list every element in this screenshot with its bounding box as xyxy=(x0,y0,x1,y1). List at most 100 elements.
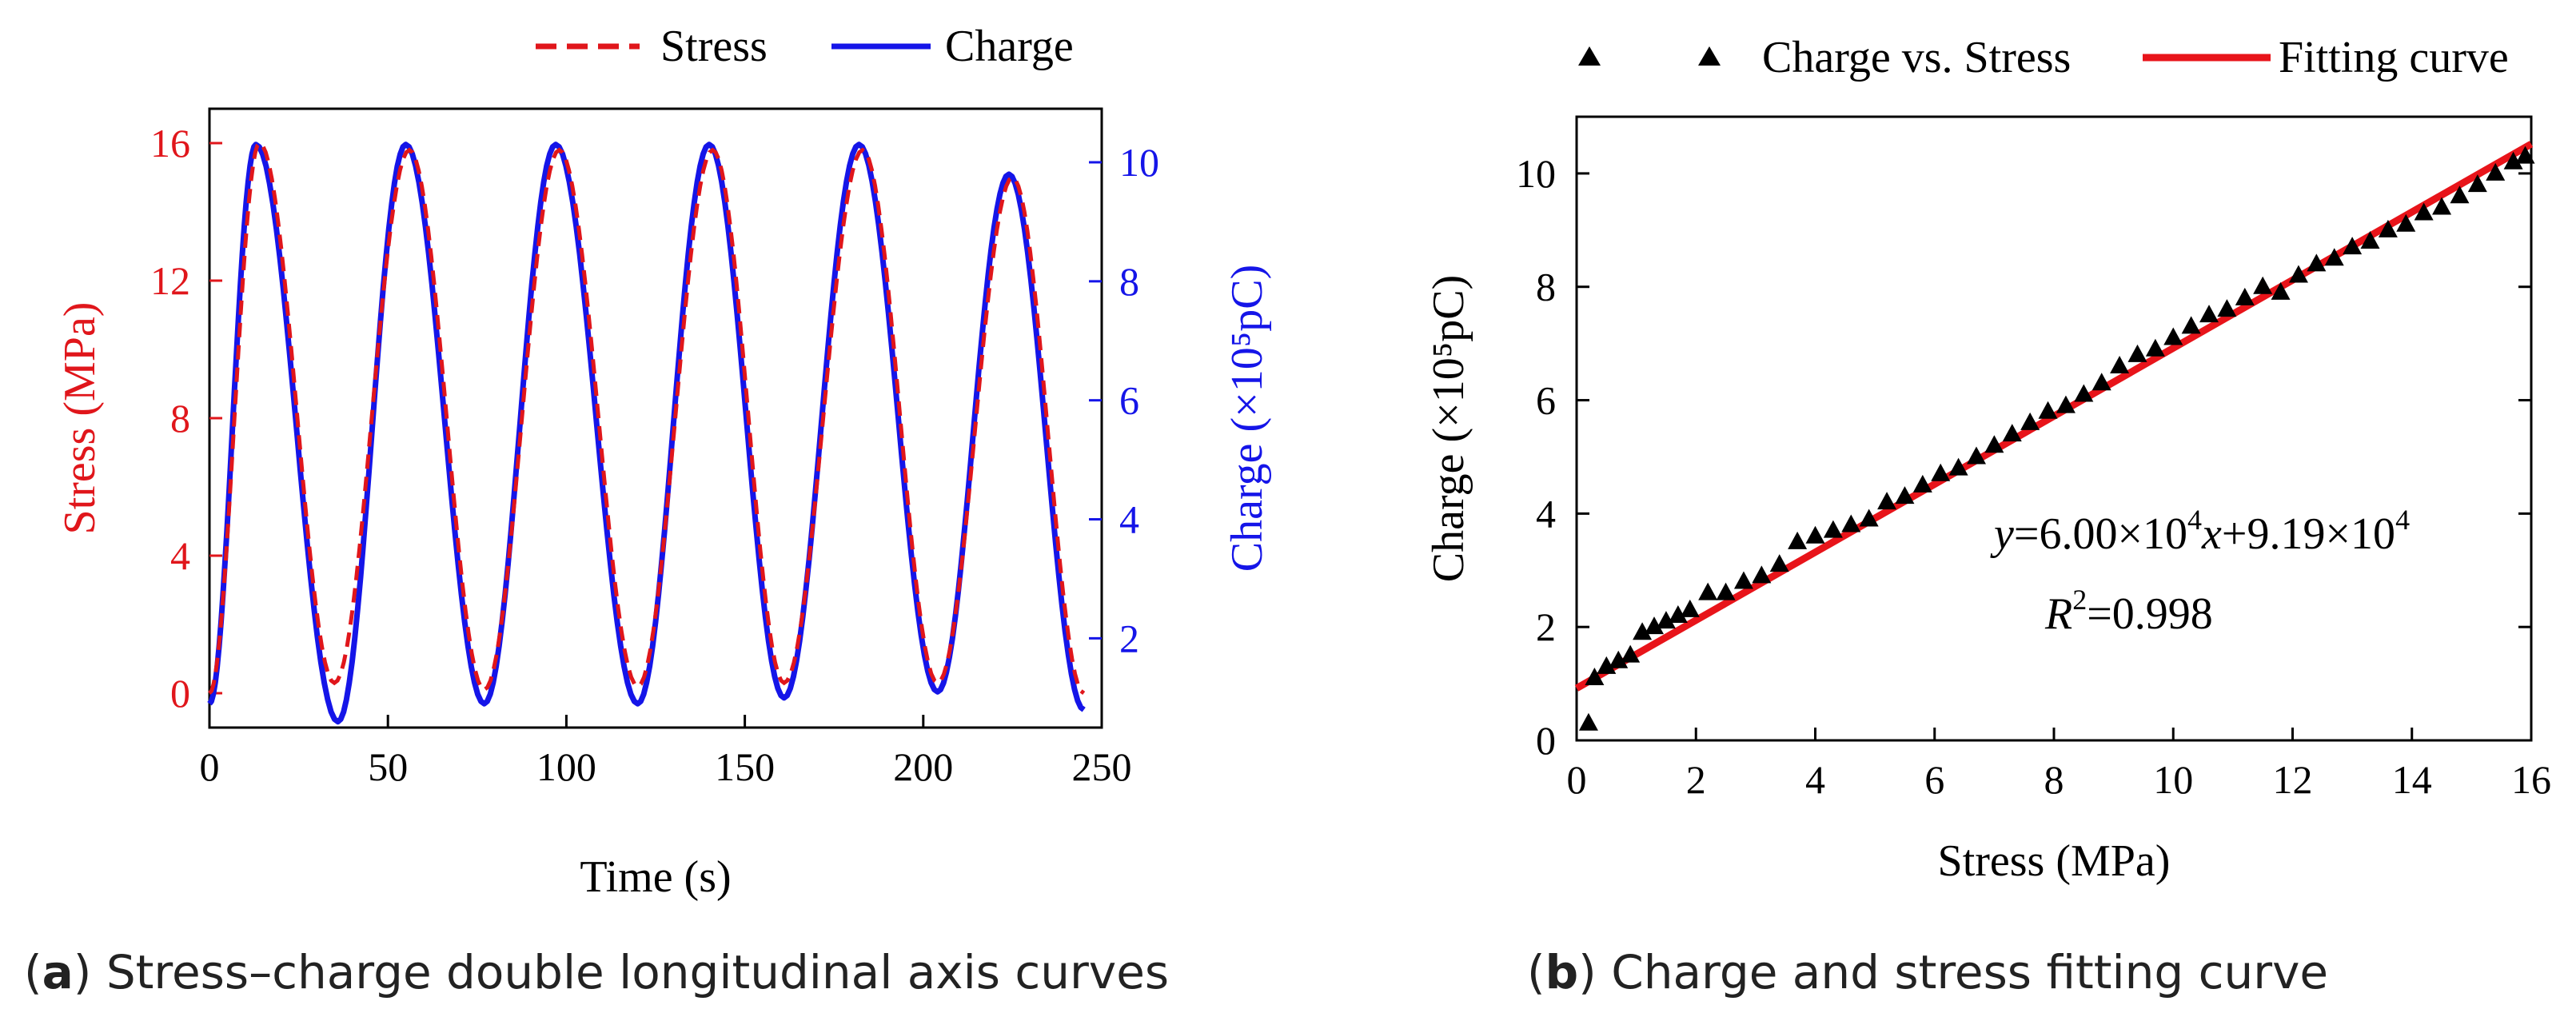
x-tick-label-b: 4 xyxy=(1805,757,1825,802)
scatter-point xyxy=(1668,605,1688,623)
caption-a-open: ( xyxy=(24,945,42,999)
scatter-point xyxy=(1609,650,1629,668)
scatter-point xyxy=(1841,514,1861,532)
x-axis-label-b: Stress (MPa) xyxy=(1938,836,2171,886)
x-tick-label-b: 8 xyxy=(2044,757,2064,802)
legend-label-scatter: Charge vs. Stress xyxy=(1762,33,2071,82)
y-tick-label-b: 2 xyxy=(1536,604,1556,649)
legend-label-stress: Stress xyxy=(660,22,768,71)
scatter-point xyxy=(2253,276,2273,294)
scatter-point xyxy=(1656,611,1676,629)
scatter-point xyxy=(2145,338,2165,357)
x-tick-label-a: 0 xyxy=(200,744,220,789)
y-tick-label-left-a: 0 xyxy=(170,671,190,716)
scatter-point xyxy=(2307,253,2327,272)
scatter-point xyxy=(2127,344,2147,362)
scatter-point xyxy=(2486,162,2506,181)
caption-b-close: ) xyxy=(1578,945,1597,999)
x-tick-label-b: 2 xyxy=(1686,757,1706,802)
scatter-point xyxy=(2092,373,2111,391)
scatter-point xyxy=(2217,299,2237,317)
panel-b: 0 2 4 6 8 10 12 14 16 0 2 4 6 8 10 Stress (MPa) Charg… xyxy=(1424,33,2551,999)
r2-exp: 2 xyxy=(2072,584,2087,616)
scatter-point xyxy=(1859,509,1879,527)
legend-marker-triangle-1 xyxy=(1578,46,1601,66)
scatter-point xyxy=(2288,265,2308,283)
y-ticks-b: 0 2 4 6 8 10 xyxy=(1516,151,2531,763)
legend-b: Charge vs. Stress Fitting curve xyxy=(1578,33,2509,82)
scatter-point xyxy=(1621,644,1641,663)
eq-part2: +9.19×10 xyxy=(2222,509,2395,559)
x-axis-label-a: Time (s) xyxy=(580,852,731,902)
scatter-point xyxy=(2163,327,2183,345)
legend-a: Stress Charge xyxy=(536,22,1074,71)
x-tick-label-a: 100 xyxy=(536,744,596,789)
scatter-point xyxy=(2235,287,2255,305)
eq-exp1: 4 xyxy=(2187,504,2202,536)
y-tick-label-right-a: 8 xyxy=(1119,259,1139,304)
y-tick-label-left-a: 12 xyxy=(150,258,190,303)
eq-exp2: 4 xyxy=(2395,504,2410,536)
scatter-point xyxy=(1733,571,1753,589)
series-group-a xyxy=(207,140,1086,725)
y-axis-label-b: Charge (×10⁵pC) xyxy=(1424,275,1473,582)
y-tick-label-b: 0 xyxy=(1536,718,1556,763)
x-ticks-a: 0 50 100 150 200 250 xyxy=(200,715,1132,789)
scatter-point xyxy=(1769,554,1789,572)
scatter-point xyxy=(2324,248,2344,266)
scatter-point xyxy=(2199,305,2219,323)
scatter-point xyxy=(2432,197,2452,215)
y-tick-label-left-a: 16 xyxy=(150,121,190,166)
scatter-point xyxy=(2056,395,2076,413)
y-ticks-left-a: 0 4 8 12 16 xyxy=(150,121,222,716)
caption-a-text: Stress–charge double longitudinal axis c… xyxy=(91,945,1169,999)
charge-line xyxy=(207,142,1086,725)
plot-frame-b xyxy=(1575,115,2533,742)
y-tick-label-b: 6 xyxy=(1536,378,1556,423)
caption-b: (b) Charge and stress fitting curve xyxy=(1527,945,2328,999)
scatter-point xyxy=(1597,656,1617,674)
scatter-point xyxy=(1680,599,1700,617)
scatter-point xyxy=(1788,531,1808,549)
scatter-point xyxy=(2343,237,2363,255)
x-tick-label-a: 250 xyxy=(1072,744,1132,789)
scatter-point xyxy=(2038,401,2058,419)
scatter-point xyxy=(1948,457,1968,476)
scatter-point xyxy=(1645,616,1665,635)
scatter-point xyxy=(2467,174,2487,193)
y-ticks-right-a: 2 4 6 8 10 xyxy=(1089,140,1159,660)
eq-part1: =6.00×10 xyxy=(2014,509,2187,559)
y-tick-label-right-a: 4 xyxy=(1119,497,1139,542)
x-tick-label-b: 10 xyxy=(2153,757,2193,802)
scatter-point xyxy=(2110,356,2130,373)
scatter-point xyxy=(2450,185,2470,204)
fit-equation: y=6.00×104x+9.19×104 xyxy=(1990,504,2410,559)
y-axis-label-left-a: Stress (MPa) xyxy=(55,302,105,535)
scatter-point xyxy=(1633,622,1653,640)
scatter-point xyxy=(2360,231,2380,249)
scatter-point xyxy=(2378,219,2398,237)
scatter-point xyxy=(2271,281,2291,300)
x-tick-label-b: 0 xyxy=(1567,757,1587,802)
scatter-point xyxy=(2074,384,2094,402)
x-tick-label-b: 16 xyxy=(2511,757,2551,802)
scatter-point xyxy=(2503,151,2523,170)
scatter-point xyxy=(1578,712,1598,731)
legend-label-fit: Fitting curve xyxy=(2279,33,2509,82)
scatter-point xyxy=(2020,412,2040,430)
scatter-point xyxy=(1823,520,1843,538)
y-tick-label-b: 8 xyxy=(1536,265,1556,309)
y-tick-label-left-a: 4 xyxy=(170,533,190,578)
caption-a-close: ) xyxy=(74,945,92,999)
scatter-point xyxy=(2181,316,2201,334)
legend-label-charge: Charge xyxy=(945,22,1074,71)
scatter-point xyxy=(1895,486,1915,505)
scatter-point xyxy=(2414,202,2434,221)
scatter-point xyxy=(1912,474,1932,493)
x-tick-label-a: 150 xyxy=(715,744,775,789)
scatter-group-b xyxy=(1578,146,2535,731)
scatter-point xyxy=(2002,424,2022,442)
y-axis-label-right-a: Charge (×10⁵pC) xyxy=(1222,265,1272,572)
scatter-point xyxy=(2396,213,2416,232)
